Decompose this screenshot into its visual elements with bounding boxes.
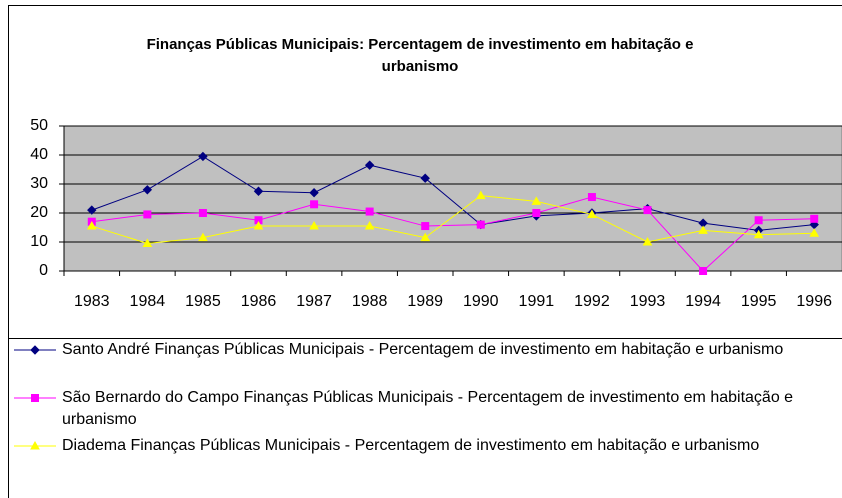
series-line [91, 155, 815, 231]
data-point [365, 207, 374, 216]
data-point [476, 220, 485, 229]
legend-marker [30, 345, 40, 355]
legend-label: Diadema Finanças Públicas Municipais - P… [62, 437, 760, 454]
data-point [420, 232, 431, 242]
data-point [253, 221, 264, 230]
data-point [699, 267, 708, 275]
data-point [643, 206, 652, 215]
data-point [698, 225, 708, 234]
y-tick-label: 50 [30, 117, 48, 134]
x-tick-label: 1987 [296, 293, 332, 310]
data-point [532, 209, 541, 217]
data-point [754, 216, 763, 225]
x-tick-label: 1995 [741, 293, 777, 310]
legend-marker [31, 394, 39, 402]
y-tick-label: 10 [30, 233, 48, 250]
data-point [142, 238, 153, 247]
x-tick-label: 1991 [519, 293, 555, 310]
series-line [91, 196, 815, 272]
chart-title: Finanças Públicas Municipais: Percentage… [146, 36, 694, 75]
data-point [309, 221, 319, 230]
data-point [364, 160, 375, 170]
x-tick-label: 1993 [630, 293, 666, 310]
x-tick-label: 1992 [574, 293, 610, 310]
y-tick-label: 0 [39, 262, 48, 279]
x-tick-label: 1984 [130, 293, 166, 310]
legend-label: Santo André Finanças Públicas Municipais… [62, 341, 784, 358]
x-tick-label: 1986 [241, 293, 277, 310]
y-tick-label: 30 [30, 175, 48, 192]
x-tick-label: 1985 [185, 293, 221, 310]
x-tick-label: 1996 [796, 293, 832, 310]
data-point [364, 221, 375, 230]
data-point [753, 229, 764, 239]
data-point [420, 173, 430, 183]
data-point [87, 205, 97, 215]
x-tick-label: 1990 [463, 293, 499, 310]
data-point [475, 190, 486, 200]
legend-box [8, 338, 842, 498]
y-tick-label: 20 [30, 204, 48, 221]
data-point [198, 209, 207, 217]
x-tick-label: 1989 [407, 293, 443, 310]
data-point [587, 193, 596, 202]
data-point [198, 151, 208, 162]
data-point [587, 209, 597, 218]
data-point [143, 210, 152, 219]
data-point [310, 200, 319, 209]
data-point [142, 185, 153, 195]
data-point [198, 232, 208, 242]
data-point [531, 196, 542, 205]
y-tick-label: 40 [30, 146, 48, 163]
data-point [86, 221, 97, 230]
data-point [309, 187, 319, 198]
data-point [642, 236, 653, 246]
legend-label: São Bernardo do Campo Finanças Públicas … [62, 389, 794, 428]
series-line [91, 195, 815, 244]
legend-marker [30, 440, 40, 450]
plot-area [63, 125, 842, 272]
data-point [809, 228, 820, 237]
data-point [253, 186, 264, 196]
x-tick-label: 1994 [685, 293, 721, 310]
data-point [421, 222, 430, 231]
x-tick-label: 1988 [352, 293, 388, 310]
x-tick-label: 1983 [74, 293, 110, 310]
data-point [810, 214, 819, 223]
